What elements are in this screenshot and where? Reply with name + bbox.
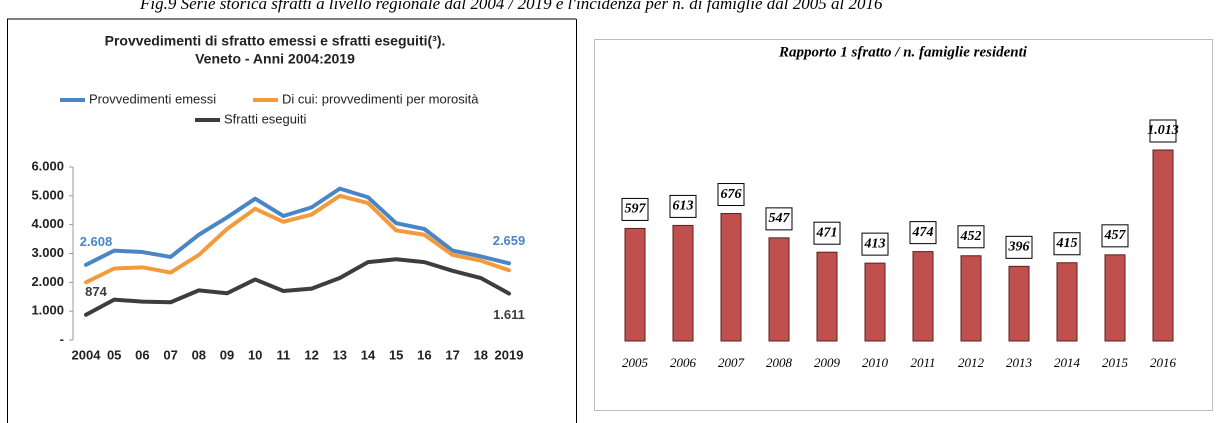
data-label: 457 bbox=[1104, 228, 1127, 243]
x-tick-label: 14 bbox=[361, 347, 376, 362]
x-tick-label: 18 bbox=[474, 347, 488, 362]
bar bbox=[768, 237, 790, 342]
label-box bbox=[765, 207, 793, 231]
label-box bbox=[1149, 119, 1177, 143]
y-tick-label: 4.000 bbox=[31, 216, 64, 231]
y-tick-label: 1.000 bbox=[31, 303, 64, 318]
label-box bbox=[813, 221, 841, 245]
bar bbox=[816, 251, 838, 342]
chart-title: Veneto - Anni 2004:2019 bbox=[195, 51, 355, 67]
label-box bbox=[861, 232, 889, 256]
data-label: 2.659 bbox=[493, 233, 526, 248]
data-label: 471 bbox=[816, 225, 838, 240]
x-tick-label: 2015 bbox=[1102, 355, 1129, 370]
x-tick-label: 2005 bbox=[622, 355, 649, 370]
label-box bbox=[1101, 224, 1129, 248]
data-label: 1.611 bbox=[493, 307, 525, 322]
x-tick-label: 2009 bbox=[814, 355, 841, 370]
x-tick-label: 17 bbox=[445, 347, 459, 362]
x-tick-label: 2004 bbox=[72, 347, 102, 362]
bar bbox=[624, 227, 646, 342]
x-tick-label: 13 bbox=[333, 347, 347, 362]
series-line bbox=[84, 186, 511, 267]
x-tick-label: 10 bbox=[248, 347, 262, 362]
y-tick-label: 6.000 bbox=[31, 158, 64, 173]
x-tick-label: 05 bbox=[107, 347, 121, 362]
x-tick-label: 15 bbox=[389, 347, 403, 362]
x-tick-label: 08 bbox=[192, 347, 206, 362]
label-box bbox=[1005, 235, 1033, 259]
x-tick-label: 07 bbox=[163, 347, 177, 362]
x-tick-label: 2019 bbox=[495, 347, 524, 362]
x-tick-label: 2008 bbox=[766, 355, 793, 370]
x-tick-label: 2013 bbox=[1006, 355, 1033, 370]
data-label: 1.013 bbox=[1147, 123, 1179, 138]
x-tick-label: 12 bbox=[304, 347, 318, 362]
bar bbox=[960, 255, 982, 342]
bar bbox=[864, 262, 886, 342]
bar bbox=[912, 251, 934, 342]
label-box bbox=[1053, 232, 1081, 256]
data-label: 547 bbox=[769, 211, 791, 226]
label-box bbox=[909, 221, 937, 245]
x-tick-label: 2016 bbox=[1150, 355, 1177, 370]
data-label: 874 bbox=[85, 284, 107, 299]
data-label: 413 bbox=[864, 236, 886, 251]
x-tick-label: 2007 bbox=[718, 355, 745, 370]
bar bbox=[1152, 149, 1174, 342]
label-box bbox=[717, 183, 745, 207]
y-tick-label: 3.000 bbox=[31, 245, 64, 260]
x-tick-label: 2006 bbox=[670, 355, 697, 370]
bar bbox=[1008, 265, 1030, 342]
x-tick-label: 2011 bbox=[910, 355, 935, 370]
data-label: 676 bbox=[721, 187, 742, 202]
series-line bbox=[84, 193, 511, 285]
x-tick-label: 2014 bbox=[1054, 355, 1081, 370]
x-tick-label: 2012 bbox=[958, 355, 985, 370]
bar bbox=[672, 224, 694, 342]
data-label: 613 bbox=[673, 199, 694, 214]
bar bbox=[720, 213, 742, 342]
x-tick-label: 2010 bbox=[862, 355, 889, 370]
label-box bbox=[621, 197, 649, 221]
series-line bbox=[84, 257, 511, 317]
y-tick-label: 2.000 bbox=[31, 274, 64, 289]
data-label: 396 bbox=[1008, 240, 1030, 255]
data-label: 2.608 bbox=[80, 234, 113, 249]
x-tick-label: 16 bbox=[417, 347, 431, 362]
data-label: 452 bbox=[960, 229, 982, 244]
legend-label: Sfratti eseguiti bbox=[224, 111, 306, 126]
y-tick-label: 5.000 bbox=[31, 187, 64, 202]
data-label: 597 bbox=[625, 202, 647, 217]
label-box bbox=[669, 194, 697, 218]
caption: Fig.9 Serie storica sfratti a livello re… bbox=[139, 0, 883, 13]
bar bbox=[1104, 254, 1126, 342]
legend-label: Di cui: provvedimenti per morosità bbox=[282, 91, 479, 106]
label-box bbox=[957, 225, 985, 249]
data-label: 474 bbox=[912, 225, 934, 240]
x-tick-label: 09 bbox=[220, 347, 234, 362]
data-label: 415 bbox=[1056, 236, 1078, 251]
y-tick-label: - bbox=[60, 331, 64, 346]
x-tick-label: 11 bbox=[277, 347, 291, 362]
chart-title: Provvedimenti di sfratto emessi e sfratt… bbox=[105, 33, 446, 49]
chart-title: Rapporto 1 sfratto / n. famiglie residen… bbox=[778, 44, 1028, 60]
legend-label: Provvedimenti emessi bbox=[89, 91, 216, 106]
bar bbox=[1056, 262, 1078, 342]
x-tick-label: 06 bbox=[135, 347, 149, 362]
